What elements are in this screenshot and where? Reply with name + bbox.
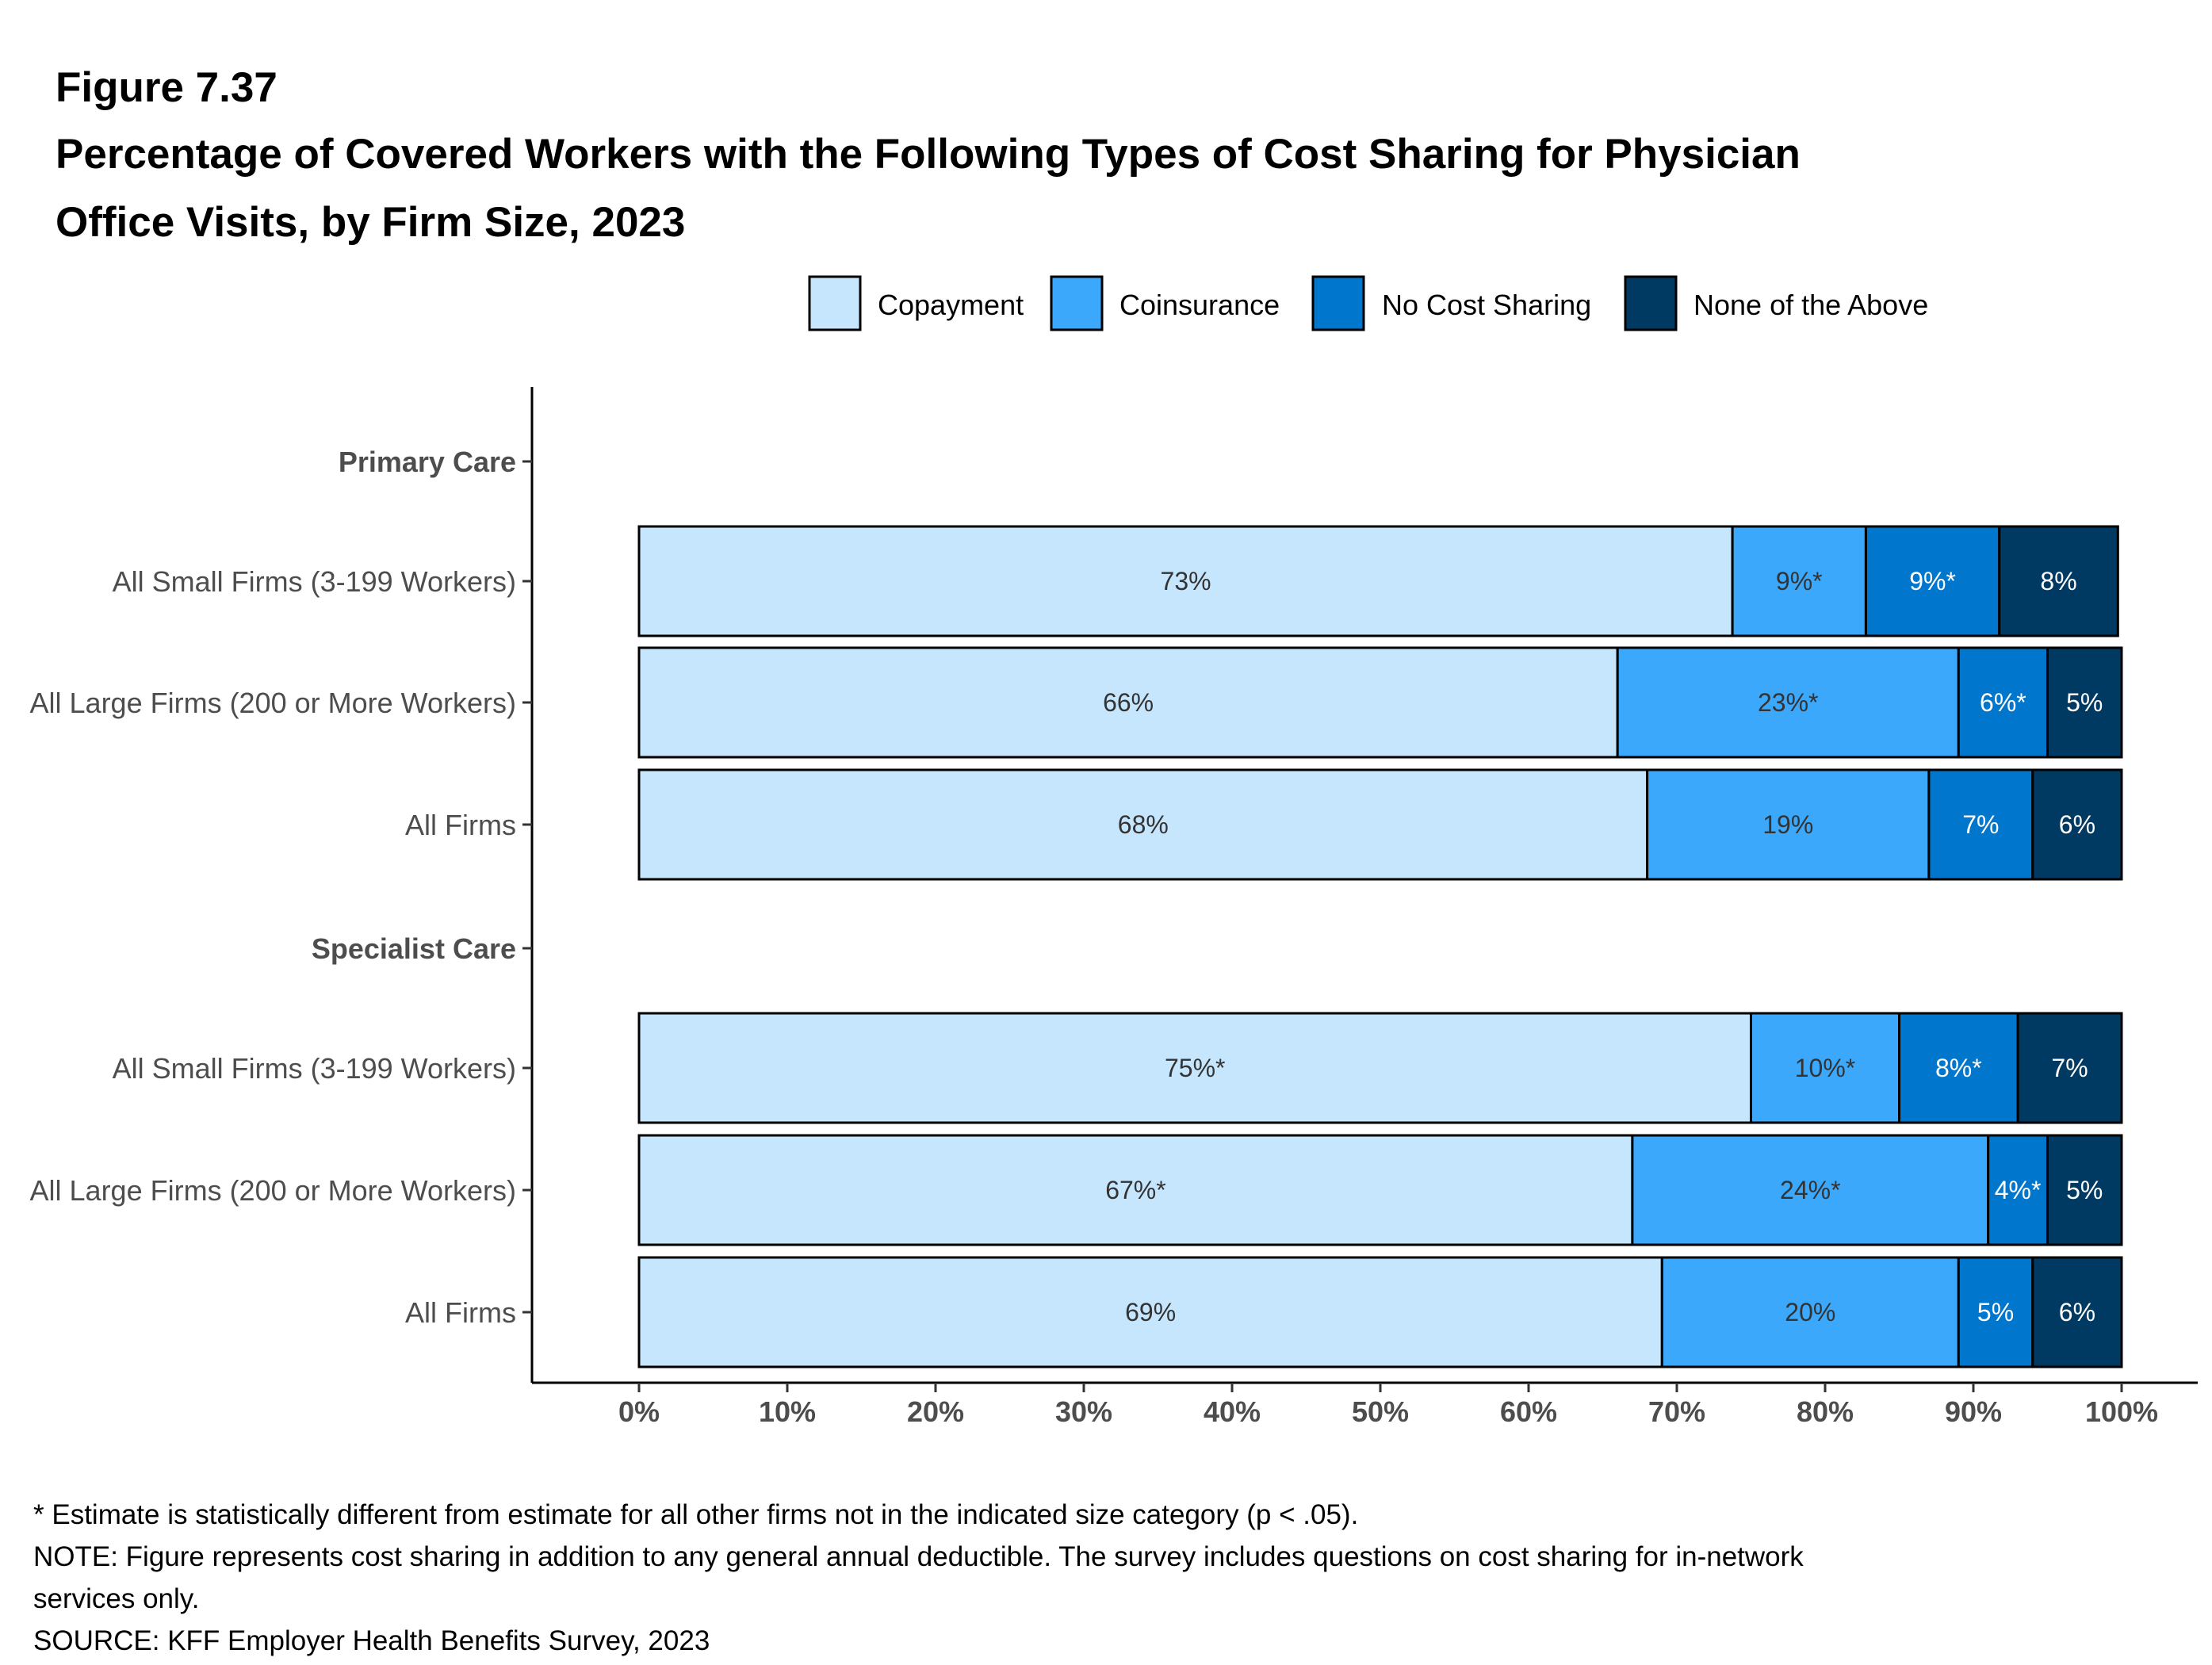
group-label-specialist-care: Specialist Care — [312, 932, 516, 965]
data-label: 4%* — [1995, 1176, 2042, 1204]
bar-segment-coinsurance — [1646, 768, 1931, 881]
x-tick-label: 10% — [759, 1395, 816, 1428]
bar-segment-copayment — [637, 1134, 1634, 1246]
footnotes: * Estimate is statistically different fr… — [33, 1499, 1804, 1656]
bar-segment-none-of-the-above — [2031, 1256, 2123, 1368]
data-label: 6%* — [1980, 688, 2026, 717]
bar-segment-none-of-the-above — [2031, 768, 2123, 881]
category-label: All Small Firms (3-199 Workers) — [113, 565, 516, 598]
data-label: 73% — [1161, 567, 1211, 595]
category-label: All Firms — [405, 809, 516, 841]
data-label: 23%* — [1758, 688, 1819, 717]
legend: Copayment Coinsurance No Cost Sharing None … — [808, 275, 1928, 331]
bar-segment-none-of-the-above — [2016, 1012, 2123, 1124]
x-tick-label: 100% — [2085, 1395, 2158, 1428]
legend-swatch-no-cost-sharing — [1311, 275, 1365, 331]
data-label: 5% — [2066, 688, 2103, 717]
bar-segment-coinsurance — [1631, 1134, 1990, 1246]
bar-segment-no-cost-sharing — [1898, 1012, 2019, 1124]
data-label: 8%* — [1935, 1054, 1982, 1082]
bar-segment-no-cost-sharing — [1864, 525, 2001, 637]
bar-segment-no-cost-sharing — [1927, 768, 2034, 881]
bar-segment-none-of-the-above — [2046, 646, 2123, 759]
axes — [530, 387, 2198, 1384]
category-labels: Primary Care All Small Firms (3-199 Worke… — [30, 446, 532, 1329]
footnote-significance: * Estimate is statistically different fr… — [33, 1499, 1358, 1530]
x-tick-label: 50% — [1352, 1395, 1409, 1428]
legend-label-none-of-the-above: None of the Above — [1693, 289, 1928, 321]
x-tick-label: 80% — [1797, 1395, 1854, 1428]
legend-swatch-copayment — [808, 275, 862, 331]
bar-segment-coinsurance — [1616, 646, 1960, 759]
footnote-source: SOURCE: KFF Employer Health Benefits Sur… — [33, 1625, 710, 1656]
group-label-primary-care: Primary Care — [339, 446, 516, 478]
data-label: 5% — [2066, 1176, 2103, 1204]
legend-label-coinsurance: Coinsurance — [1119, 289, 1280, 321]
data-label: 6% — [2059, 1298, 2095, 1326]
data-label: 75%* — [1165, 1054, 1226, 1082]
data-label: 24%* — [1780, 1176, 1841, 1204]
footnote-note-continued: services only. — [33, 1583, 199, 1614]
chart-title-line-2: Office Visits, by Firm Size, 2023 — [55, 199, 685, 246]
data-label: 67%* — [1105, 1176, 1166, 1204]
legend-swatch-none-of-the-above — [1624, 275, 1678, 331]
data-label: 7% — [2051, 1054, 2088, 1082]
x-axis-ticks: 0% 10% 20% 30% 40% 50% 60% 70% 80% 90% 100% — [618, 1383, 2158, 1428]
footnote-note: NOTE: Figure represents cost sharing in … — [33, 1541, 1804, 1572]
bar-segment-copayment — [637, 646, 1619, 759]
data-label: 9%* — [1909, 567, 1956, 595]
bar-segment-no-cost-sharing — [1957, 646, 2049, 759]
data-label: 9%* — [1776, 567, 1823, 595]
x-tick-label: 20% — [907, 1395, 964, 1428]
bars: 73% 9%* 9%* 8% 66% 23%* 6%* 5% 68% 19% 7% 6% 75%* 10%… — [637, 525, 2123, 1368]
bar-segment-copayment — [637, 768, 1649, 881]
bar-segment-none-of-the-above — [2046, 1134, 2123, 1246]
x-tick-label: 70% — [1648, 1395, 1705, 1428]
category-label: All Large Firms (200 or More Workers) — [30, 1174, 516, 1207]
x-tick-label: 30% — [1055, 1395, 1112, 1428]
x-tick-label: 40% — [1204, 1395, 1261, 1428]
data-label: 20% — [1785, 1298, 1835, 1326]
x-tick-label: 0% — [618, 1395, 660, 1428]
legend-label-no-cost-sharing: No Cost Sharing — [1382, 289, 1591, 321]
data-label: 8% — [2040, 567, 2076, 595]
bar-segment-copayment — [637, 1256, 1663, 1368]
category-label: All Small Firms (3-199 Workers) — [113, 1052, 516, 1085]
figure-number: Figure 7.37 — [55, 64, 277, 111]
x-tick-label: 60% — [1500, 1395, 1557, 1428]
bar-segment-none-of-the-above — [1998, 525, 2119, 637]
data-label: 5% — [1977, 1298, 2014, 1326]
data-label: 66% — [1103, 688, 1154, 717]
bar-segment-copayment — [637, 1012, 1752, 1124]
data-label: 7% — [1962, 810, 1999, 839]
x-tick-label: 90% — [1945, 1395, 2002, 1428]
data-label: 69% — [1125, 1298, 1176, 1326]
category-label: All Firms — [405, 1296, 516, 1329]
data-label: 68% — [1118, 810, 1169, 839]
data-label: 6% — [2059, 810, 2095, 839]
bar-segment-coinsurance — [1731, 525, 1867, 637]
data-label: 19% — [1762, 810, 1813, 839]
data-label: 10%* — [1795, 1054, 1856, 1082]
legend-label-copayment: Copayment — [878, 289, 1024, 321]
chart-title-line-1: Percentage of Covered Workers with the F… — [55, 131, 1801, 178]
category-label: All Large Firms (200 or More Workers) — [30, 687, 516, 719]
bar-segment-coinsurance — [1750, 1012, 1900, 1124]
bar-segment-no-cost-sharing — [1987, 1134, 2049, 1246]
legend-swatch-coinsurance — [1050, 275, 1104, 331]
